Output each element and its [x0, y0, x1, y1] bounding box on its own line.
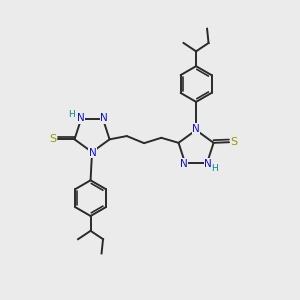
Text: N: N	[180, 159, 188, 169]
Text: N: N	[89, 148, 97, 158]
Text: S: S	[230, 137, 238, 147]
Text: N: N	[77, 113, 85, 123]
Text: N: N	[192, 124, 200, 134]
Text: N: N	[204, 159, 212, 169]
Text: H: H	[68, 110, 75, 119]
Text: H: H	[211, 164, 218, 173]
Text: N: N	[100, 113, 108, 123]
Text: S: S	[50, 134, 57, 144]
